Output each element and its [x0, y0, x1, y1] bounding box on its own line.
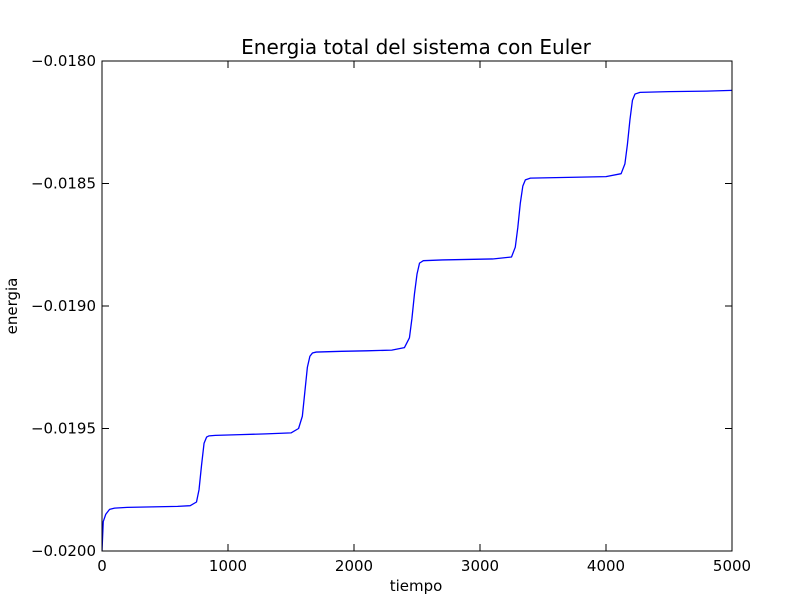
y-tick-label: −0.0180	[31, 52, 96, 70]
x-tick-label: 0	[97, 557, 107, 575]
x-axis-label: tiempo	[390, 577, 443, 595]
plot-area: 0 1000 2000 3000 4000 5000 −0.0200 −0.0195 −0.01…	[31, 52, 751, 575]
x-tick-label: 5000	[713, 557, 751, 575]
x-tick-label: 1000	[209, 557, 247, 575]
x-tick-label: 2000	[335, 557, 373, 575]
y-tick-label: −0.0185	[31, 175, 96, 193]
y-axis-label: energia	[3, 278, 21, 335]
y-tick-label: −0.0190	[31, 297, 96, 315]
y-tick-label: −0.0195	[31, 420, 96, 438]
y-tick-label: −0.0200	[31, 542, 96, 560]
chart-title: Energia total del sistema con Euler	[241, 35, 591, 59]
series-line-0	[102, 89, 732, 551]
x-tick-label: 3000	[461, 557, 499, 575]
x-tick-label: 4000	[587, 557, 625, 575]
